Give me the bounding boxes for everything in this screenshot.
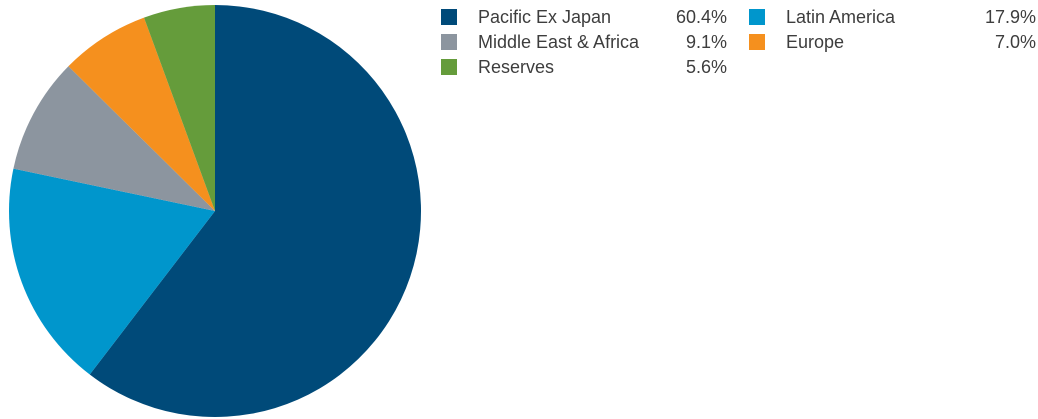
- legend-value-reserves: 5.6%: [685, 57, 727, 77]
- legend-swatch-middle-east-africa: [441, 34, 457, 50]
- legend-swatch-latin-america: [749, 9, 765, 25]
- legend-item-europe: Europe 7.0%: [749, 29, 1036, 53]
- legend-item-middle-east-africa: Middle East & Africa 9.1%: [441, 29, 727, 53]
- legend-value-latin-america: 17.9%: [984, 7, 1036, 27]
- pie-slice-latin-america: [8, 168, 215, 375]
- legend-label-middle-east-africa: Middle East & Africa: [478, 32, 640, 52]
- pie-slice-pacific-ex-japan: [89, 4, 422, 417]
- chart-legend: Pacific Ex Japan 60.4% Middle East & Afr…: [441, 4, 1038, 84]
- legend-item-latin-america: Latin America 17.9%: [749, 4, 1036, 28]
- legend-swatch-europe: [749, 34, 765, 50]
- pie-chart: [8, 4, 422, 417]
- pie-slice-europe: [68, 17, 215, 212]
- legend-label-latin-america: Latin America: [786, 7, 896, 27]
- legend-item-pacific-ex-japan: Pacific Ex Japan 60.4%: [441, 4, 727, 28]
- legend-swatch-pacific-ex-japan: [441, 9, 457, 25]
- legend-value-europe: 7.0%: [994, 32, 1036, 52]
- legend-item-reserves: Reserves 5.6%: [441, 54, 727, 78]
- legend-value-middle-east-africa: 9.1%: [685, 32, 727, 52]
- pie-slice-reserves: [144, 4, 215, 211]
- legend-swatch-reserves: [441, 59, 457, 75]
- legend-label-europe: Europe: [786, 32, 845, 52]
- legend-label-pacific-ex-japan: Pacific Ex Japan: [478, 7, 612, 27]
- legend-value-pacific-ex-japan: 60.4%: [675, 7, 727, 27]
- pie-slice-middle-east-africa: [13, 66, 215, 211]
- legend-label-reserves: Reserves: [478, 57, 555, 77]
